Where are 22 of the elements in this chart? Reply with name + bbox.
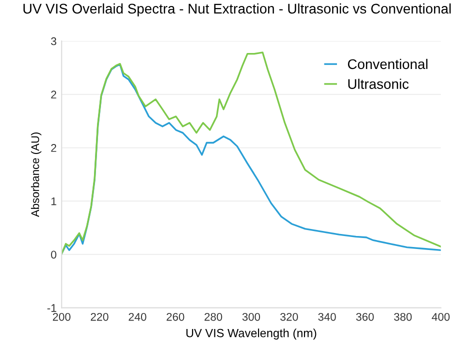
y-tick-label: 2 — [51, 90, 56, 98]
x-tick-label: 320 — [280, 312, 298, 321]
x-tick-label: 300 — [242, 312, 260, 321]
y-axis-title: Absorbance (AU) — [30, 132, 42, 218]
x-tick-label: 240 — [128, 312, 146, 321]
x-axis-title: UV VIS Wavelength (nm) — [186, 328, 316, 340]
x-tick-label: 360 — [356, 312, 374, 321]
x-tick-label: 260 — [166, 312, 184, 321]
x-tick-label: 340 — [318, 312, 336, 321]
x-tick-label: 220 — [90, 312, 108, 321]
legend-label: Ultrasonic — [348, 78, 409, 89]
y-tick-label: 2 — [51, 144, 56, 152]
x-tick-label: 400 — [432, 312, 450, 321]
chart-title: UV VIS Overlaid Spectra - Nut Extraction - Ultrasonic vs Conventional — [23, 3, 451, 16]
y-tick-label: -1 — [47, 304, 56, 312]
x-tick-label: 280 — [204, 312, 222, 321]
legend-label: Conventional — [348, 58, 428, 70]
y-tick-label: 0 — [51, 250, 56, 259]
x-tick-label: 380 — [394, 312, 412, 321]
y-tick-label: 3 — [51, 37, 56, 46]
y-tick-label: 1 — [51, 197, 56, 206]
x-tick-label: 200 — [52, 312, 70, 321]
